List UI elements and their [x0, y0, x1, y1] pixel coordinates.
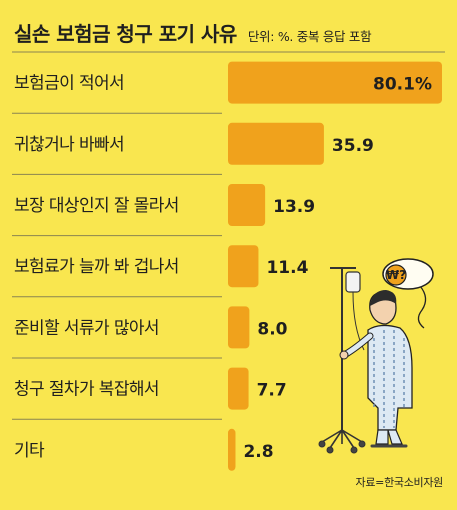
category-label: 청구 절차가 복잡해서 — [14, 380, 159, 400]
value-label: 8.0 — [257, 319, 287, 339]
bar — [228, 245, 259, 288]
won-question-text: ₩? — [386, 268, 406, 282]
category-label: 보험료가 늘까 봐 겁나서 — [14, 257, 179, 277]
title-row: 실손 보험금 청구 포기 사유 단위: %. 중복 응답 포함 — [14, 18, 372, 47]
won-coin-icon — [385, 264, 407, 286]
value-label: 35.9 — [332, 136, 374, 156]
patient-figure — [339, 290, 413, 448]
chart-title: 실손 보험금 청구 포기 사유 — [14, 22, 237, 46]
bar — [228, 61, 442, 104]
source-note: 자료=한국소비자원 — [355, 476, 444, 489]
iv-stand — [318, 267, 366, 454]
patient-illustration: ₩? — [318, 258, 434, 454]
chart-subtitle: 단위: %. 중복 응답 포함 — [247, 29, 372, 44]
value-label: 11.4 — [266, 258, 308, 278]
category-label: 귀찮거나 바빠서 — [14, 135, 124, 155]
category-label: 보장 대상인지 잘 몰라서 — [14, 196, 179, 216]
value-label: 13.9 — [273, 197, 315, 217]
bar — [228, 306, 250, 349]
thought-bubble: ₩? — [382, 258, 434, 329]
value-label: 7.7 — [257, 381, 287, 401]
bar — [228, 367, 249, 410]
bar — [228, 428, 236, 471]
iv-bag — [345, 271, 361, 293]
bar — [228, 184, 266, 226]
bar — [228, 122, 324, 165]
value-label: 2.8 — [243, 442, 273, 462]
category-label: 준비할 서류가 많아서 — [14, 318, 159, 338]
category-label: 기타 — [14, 441, 45, 461]
category-label: 보험금이 적어서 — [14, 74, 124, 94]
value-label: 80.1% — [373, 75, 432, 95]
